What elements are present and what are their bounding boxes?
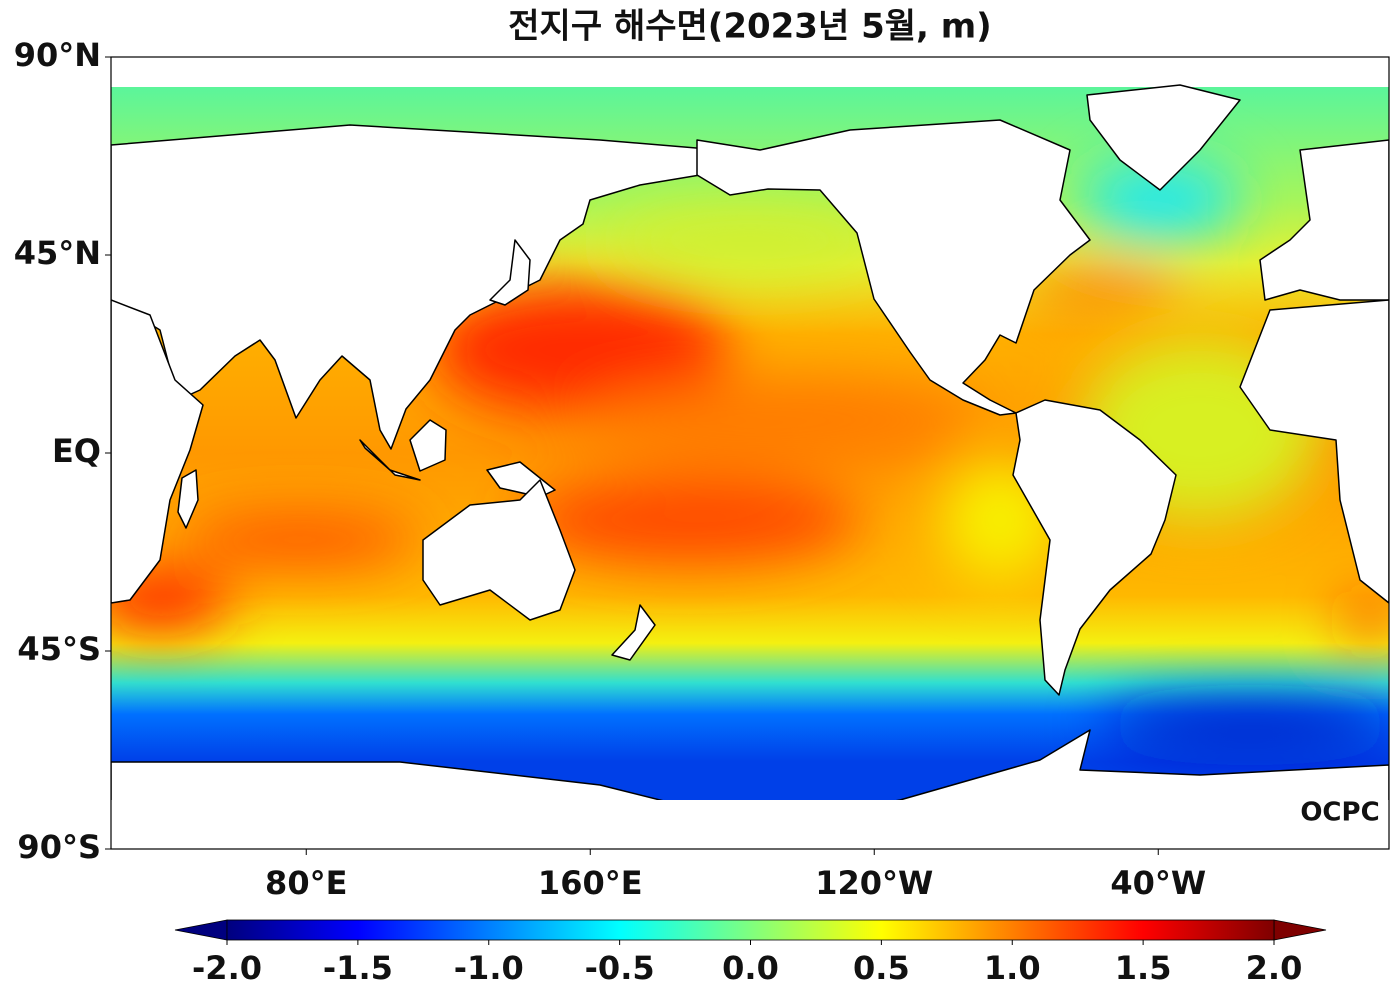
- land: [1086, 84, 1241, 191]
- colorbar-bar: [226, 919, 1275, 941]
- colorbar-label: 1.5: [1115, 949, 1172, 987]
- lat-label: EQ: [52, 432, 101, 470]
- lat-label: 90°N: [14, 36, 101, 74]
- lon-label: 120°W: [815, 864, 933, 902]
- colorbar: -2.0 -1.5 -1.0 -0.5 0.0 0.5 1.0 1.5 2.0: [174, 919, 1327, 987]
- land: [177, 469, 199, 529]
- map-field: [111, 57, 1389, 849]
- axes: 90°N 45°N EQ 45°S 90°S 80°E 160°E 120°W 40°W: [14, 36, 1206, 902]
- lat-label: 45°N: [14, 234, 101, 272]
- colorbar-label: 1.0: [984, 949, 1041, 987]
- colorbar-label: -1.5: [323, 949, 393, 987]
- lon-label: 80°E: [265, 864, 347, 902]
- colorbar-label: 0.0: [722, 949, 779, 987]
- colorbar-label: -2.0: [192, 949, 262, 987]
- colorbar-label: 0.5: [853, 949, 910, 987]
- lat-label: 90°S: [17, 828, 101, 866]
- land: [409, 419, 447, 472]
- land: [1259, 139, 1389, 301]
- lon-label: 40°W: [1110, 864, 1206, 902]
- land: [611, 604, 656, 661]
- colorbar-extend-low: [174, 919, 228, 941]
- lat-label: 45°S: [17, 630, 101, 668]
- colorbar-extend-high: [1273, 919, 1327, 941]
- colorbar-label: 2.0: [1246, 949, 1303, 987]
- land: [696, 119, 1091, 416]
- land: [1012, 399, 1177, 696]
- land: [1239, 299, 1389, 604]
- lon-label: 160°E: [538, 864, 643, 902]
- land: [489, 239, 531, 306]
- title: 전지구 해수면(2023년 5월, m): [508, 7, 991, 47]
- logo: OCPC: [1300, 798, 1379, 828]
- colorbar-label: -1.0: [454, 949, 524, 987]
- land: [359, 439, 421, 481]
- colorbar-label: -0.5: [585, 949, 655, 987]
- land: [111, 124, 721, 450]
- land: [422, 479, 576, 621]
- land: [111, 299, 204, 604]
